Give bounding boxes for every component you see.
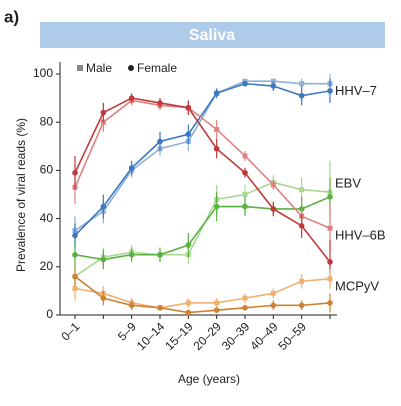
point: [185, 131, 192, 138]
series-line: [74, 278, 331, 309]
point: [242, 153, 248, 159]
x-tick-label: 10–14: [134, 319, 168, 353]
point: [299, 187, 305, 193]
point: [185, 242, 192, 248]
point: [213, 90, 220, 97]
point: [270, 302, 277, 309]
point: [327, 225, 333, 231]
point: [100, 203, 107, 210]
y-tick-label: 60: [40, 163, 54, 177]
point: [213, 307, 220, 313]
panel-label: a): [4, 7, 19, 26]
x-tick-label: 0–1: [58, 319, 82, 343]
x-tick-label: 40–49: [247, 319, 281, 353]
point: [242, 170, 248, 176]
point: [128, 165, 135, 171]
point: [185, 104, 192, 111]
point: [299, 278, 305, 284]
series-label: HHV–7: [335, 83, 377, 98]
point: [298, 223, 305, 229]
point: [185, 300, 191, 306]
point: [72, 170, 78, 176]
y-tick-label: 80: [40, 114, 54, 128]
series-line: [74, 82, 331, 237]
y-axis-label: Prevalence of viral reads (%): [14, 118, 28, 272]
x-tick-label: 50–59: [276, 319, 310, 353]
point: [185, 309, 192, 316]
point: [214, 126, 220, 132]
y-tick-label: 100: [33, 66, 53, 80]
point: [327, 259, 333, 265]
point: [298, 302, 305, 309]
point: [100, 109, 107, 116]
series-label: EBV: [335, 176, 361, 191]
legend-label: Female: [137, 61, 177, 75]
point: [327, 194, 333, 200]
chart-title: Saliva: [189, 27, 235, 44]
point: [213, 145, 220, 152]
point: [157, 251, 163, 258]
point: [157, 100, 163, 106]
series-line: [74, 80, 330, 232]
point: [270, 182, 276, 188]
point: [72, 232, 78, 239]
point: [327, 300, 333, 306]
series-line: [74, 275, 331, 314]
legend-marker: [77, 65, 83, 71]
point: [157, 138, 163, 145]
point: [214, 300, 220, 306]
x-tick-label: 15–19: [162, 319, 196, 353]
point: [100, 295, 107, 301]
y-tick-label: 40: [40, 211, 54, 225]
point: [270, 83, 277, 89]
point: [242, 80, 248, 87]
point: [157, 304, 163, 311]
point: [72, 285, 78, 291]
series-line: [74, 196, 331, 261]
point: [327, 88, 333, 94]
series-line: [74, 99, 331, 229]
point: [270, 290, 276, 296]
y-tick-label: 0: [46, 307, 53, 321]
x-axis-label: Age (years): [178, 372, 240, 386]
x-tick-label: 5–9: [115, 319, 139, 343]
point: [270, 206, 277, 212]
series-line: [74, 97, 331, 263]
point: [128, 251, 135, 258]
x-tick-label: 20–29: [191, 319, 225, 353]
point: [327, 276, 333, 282]
point: [242, 304, 248, 311]
point: [128, 302, 135, 309]
title-banner: [40, 22, 385, 48]
point: [213, 203, 220, 210]
series-label: MCPyV: [335, 278, 379, 293]
point: [242, 295, 248, 301]
point: [299, 81, 305, 87]
point: [72, 251, 78, 258]
y-tick-label: 20: [40, 259, 54, 273]
legend-marker: [128, 65, 134, 71]
point: [242, 203, 248, 210]
point: [100, 256, 107, 263]
point: [72, 273, 78, 280]
series-label: HHV–6B: [335, 228, 386, 243]
legend-label: Male: [86, 61, 112, 75]
x-tick-label: 30–39: [219, 319, 253, 353]
point: [242, 192, 248, 197]
point: [298, 92, 305, 99]
point: [128, 95, 135, 101]
